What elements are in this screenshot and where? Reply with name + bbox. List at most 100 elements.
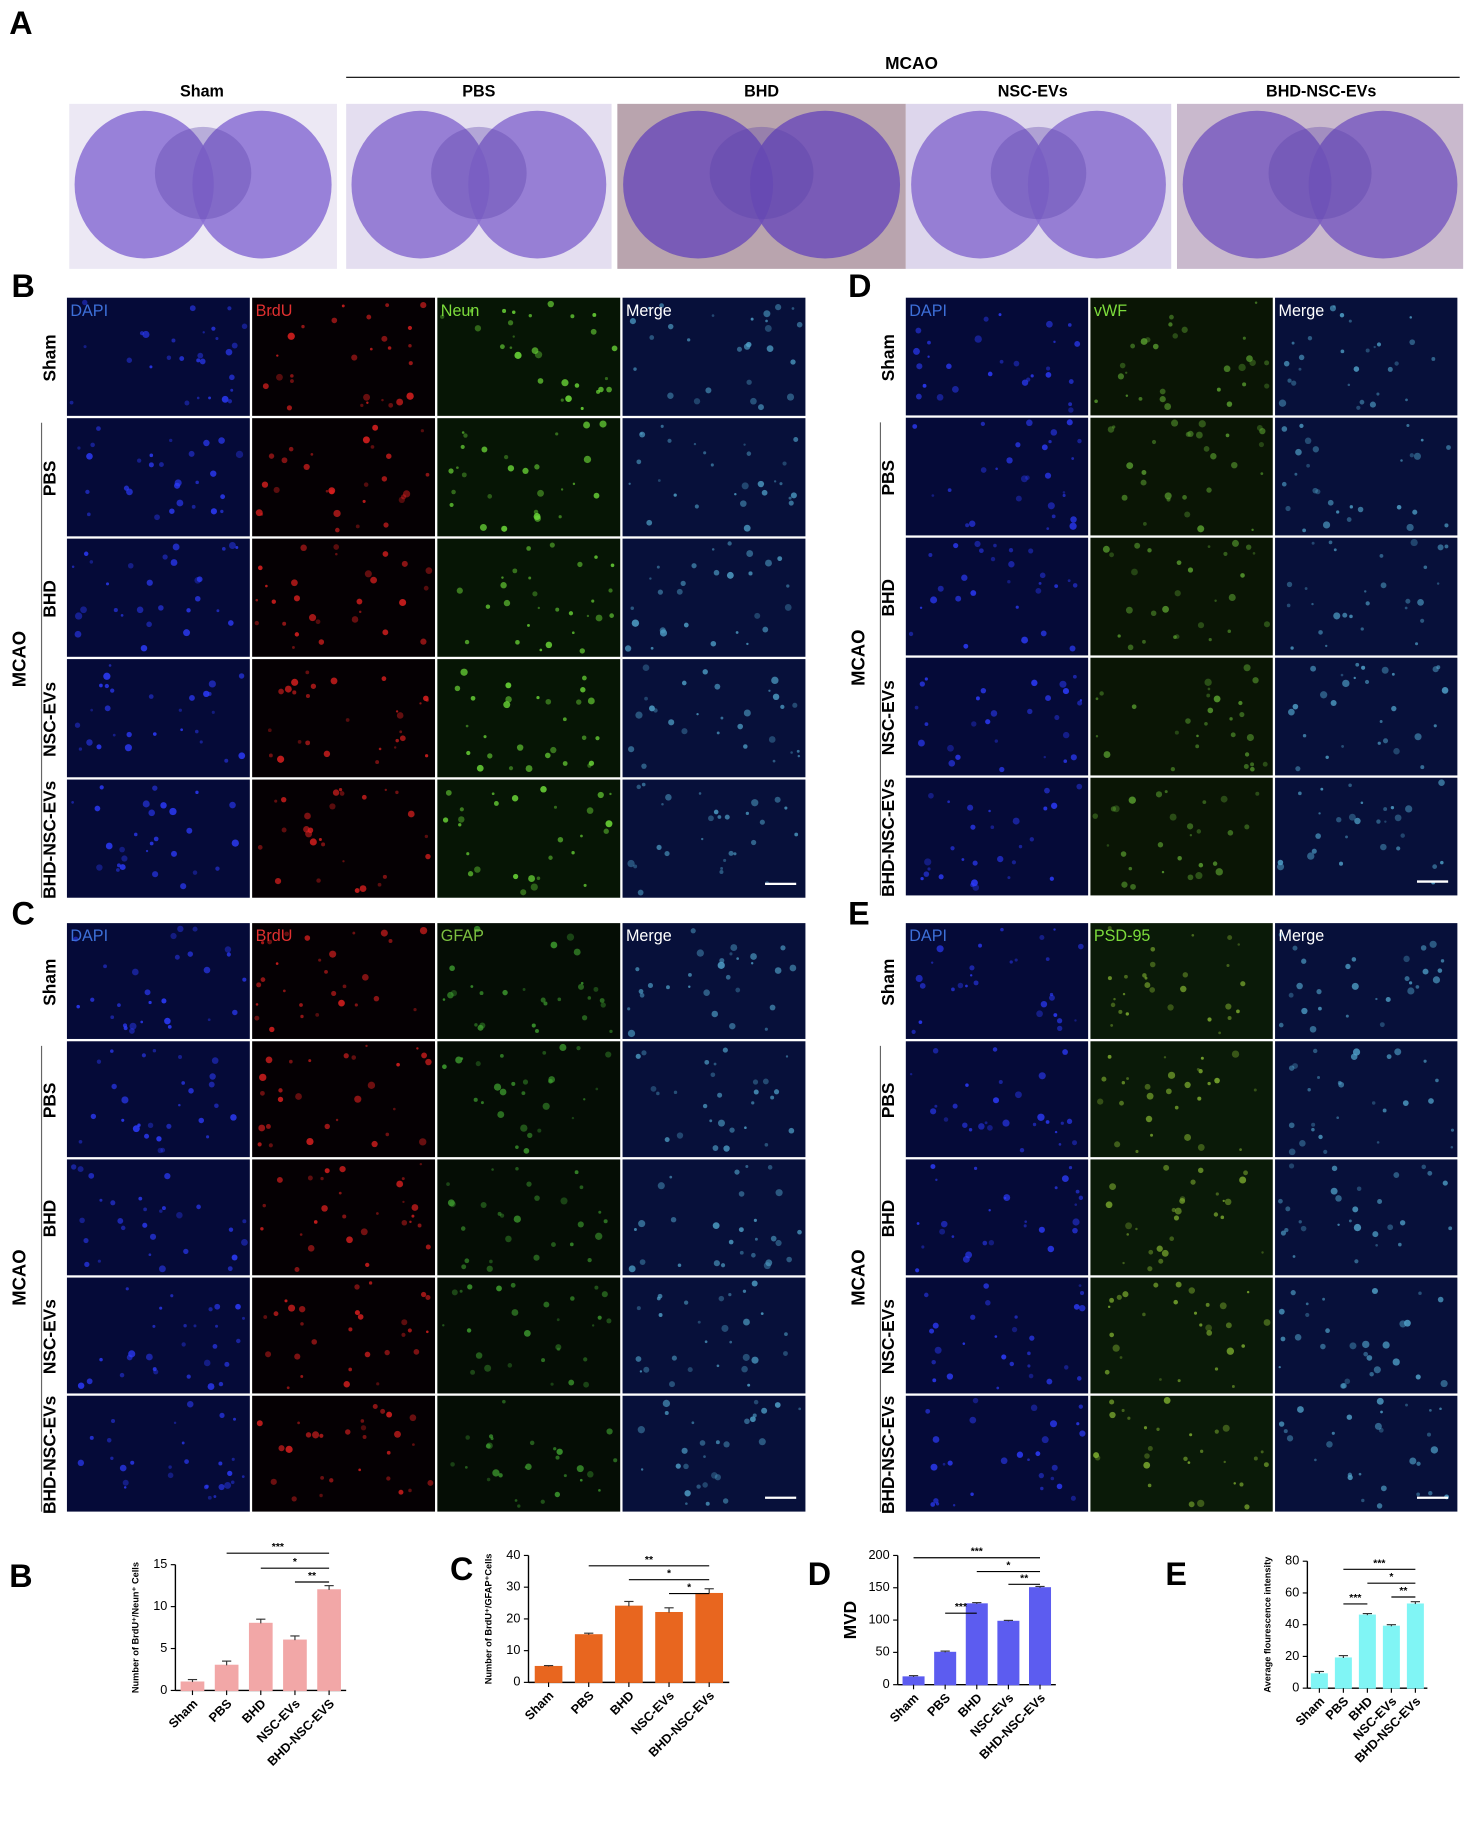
cell-signal <box>419 1138 427 1146</box>
significance-label: *** <box>1373 1558 1386 1569</box>
cell-signal <box>308 1059 312 1063</box>
cell-signal <box>1212 861 1218 866</box>
cell-signal <box>753 1218 757 1222</box>
cell-signal <box>1141 470 1147 475</box>
cell-signal <box>610 563 615 568</box>
cell-signal <box>360 1228 368 1236</box>
cell-signal <box>1110 806 1117 812</box>
cell-signal <box>1130 343 1136 349</box>
cell-signal <box>505 696 512 703</box>
bar <box>1029 1587 1052 1686</box>
cell-signal <box>286 405 293 411</box>
cell-signal <box>568 611 574 616</box>
cell-signal <box>420 638 427 645</box>
cell-signal <box>220 509 224 514</box>
cell-signal <box>1153 1282 1159 1288</box>
cell-signal <box>723 1441 730 1448</box>
cell-signal <box>657 589 663 595</box>
cell-signal <box>297 1421 300 1425</box>
cell-signal <box>1420 765 1425 770</box>
cell-signal <box>1280 1336 1286 1342</box>
micrograph <box>1275 923 1458 1039</box>
cell-signal <box>1252 552 1256 555</box>
cell-signal <box>1112 1344 1120 1352</box>
cell-signal <box>704 1340 708 1344</box>
cell-signal <box>333 509 341 518</box>
cell-signal <box>1280 1230 1287 1236</box>
cell-signal <box>938 874 944 880</box>
row-label: NSC-EVs <box>39 1299 59 1374</box>
cell-signal <box>1124 974 1128 979</box>
cell-signal <box>639 1259 646 1265</box>
cell-signal <box>1009 960 1013 964</box>
cell-signal <box>241 323 248 330</box>
cell-signal <box>1214 1367 1219 1371</box>
cell-signal <box>1032 1122 1037 1127</box>
channel-label: vWF <box>1094 302 1127 320</box>
cell-signal <box>1404 606 1408 610</box>
cell-signal <box>659 303 664 308</box>
cell-signal <box>911 1029 916 1034</box>
cell-signal <box>1245 544 1252 550</box>
cell-signal <box>1214 1077 1220 1084</box>
cell-signal <box>358 610 362 614</box>
cell-signal <box>342 984 347 989</box>
cell-signal <box>729 1340 733 1344</box>
cell-signal <box>1215 1192 1219 1196</box>
cell-signal <box>1210 453 1217 460</box>
cell-signal <box>228 542 236 549</box>
cell-signal <box>660 424 664 428</box>
cell-signal <box>725 974 731 980</box>
cell-signal <box>419 702 422 705</box>
cell-signal <box>398 496 405 504</box>
cell-signal <box>745 811 749 816</box>
micrograph <box>1275 1159 1458 1276</box>
cell-signal <box>1373 345 1376 349</box>
column-label: NSC-EVs <box>998 83 1068 101</box>
cell-signal <box>1142 973 1147 978</box>
cell-signal <box>294 632 300 637</box>
cell-signal <box>401 1319 408 1326</box>
cell-signal <box>291 579 298 587</box>
cell-signal <box>609 1029 613 1034</box>
channel-label: BrdU <box>256 302 293 320</box>
cell-signal <box>1409 1457 1417 1465</box>
cell-signal <box>456 466 459 470</box>
cell-signal <box>409 1220 412 1224</box>
cell-signal <box>354 1095 362 1103</box>
cell-signal <box>1374 1422 1382 1430</box>
cell-signal <box>1284 1227 1289 1233</box>
cell-signal <box>1202 800 1207 805</box>
cell-signal <box>96 1059 102 1064</box>
cell-signal <box>298 1305 306 1313</box>
cell-signal <box>540 997 546 1003</box>
cell-signal <box>555 1344 562 1351</box>
x-tick-label: Sham <box>887 1691 921 1725</box>
cell-signal <box>330 677 338 685</box>
cell-signal <box>1392 1358 1400 1366</box>
cell-signal <box>1398 1242 1402 1247</box>
cell-signal <box>1174 1105 1179 1110</box>
cell-signal <box>1304 587 1308 590</box>
cell-signal <box>1189 834 1193 837</box>
cell-signal <box>382 874 387 879</box>
cell-signal <box>140 644 148 652</box>
cell-signal <box>1348 783 1352 788</box>
cell-signal <box>491 1168 494 1171</box>
cell-signal <box>1375 997 1378 1001</box>
cell-signal <box>228 620 234 626</box>
cell-signal <box>193 1324 197 1328</box>
cell-signal <box>511 1309 519 1316</box>
cell-signal <box>586 807 594 814</box>
cell-signal <box>1312 446 1320 453</box>
cell-signal <box>930 1164 936 1170</box>
cell-signal <box>1163 1397 1171 1404</box>
cell-signal <box>265 1351 272 1358</box>
cell-signal <box>260 1090 265 1096</box>
cell-signal <box>408 361 413 366</box>
cell-signal <box>174 954 180 960</box>
cell-signal <box>1104 1369 1110 1375</box>
cell-signal <box>1290 1290 1296 1296</box>
cell-signal <box>1127 644 1134 651</box>
cell-signal <box>304 812 311 820</box>
